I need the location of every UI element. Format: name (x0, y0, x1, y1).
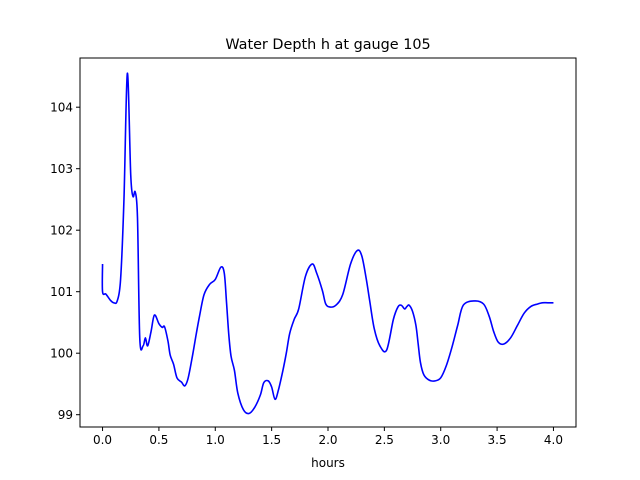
y-tick-label: 103 (50, 162, 73, 176)
y-tick-label: 99 (58, 408, 73, 422)
x-tick-label: 3.0 (431, 433, 450, 447)
x-tick-label: 0.5 (149, 433, 168, 447)
y-tick-label: 102 (50, 224, 73, 238)
x-tick-label: 0.0 (93, 433, 112, 447)
x-tick-label: 3.5 (488, 433, 507, 447)
x-tick-label: 2.5 (375, 433, 394, 447)
axis-ticks: 0.0 0.5 1.0 1.5 2.0 2.5 3.0 3.5 4.0 99 100 101 102 10… (50, 101, 563, 447)
x-tick-label: 1.5 (262, 433, 281, 447)
series-line (101, 72, 554, 415)
y-tick-label: 101 (50, 285, 73, 299)
x-tick-label: 1.0 (206, 433, 225, 447)
y-tick-label: 104 (50, 101, 73, 115)
x-axis-label: hours (311, 456, 345, 470)
x-tick-label: 4.0 (544, 433, 563, 447)
x-tick-label: 2.0 (318, 433, 337, 447)
chart-title: Water Depth h at gauge 105 (225, 37, 430, 53)
axes-frame (79, 57, 577, 428)
y-tick-label: 100 (50, 347, 73, 361)
plot-area (101, 72, 554, 415)
